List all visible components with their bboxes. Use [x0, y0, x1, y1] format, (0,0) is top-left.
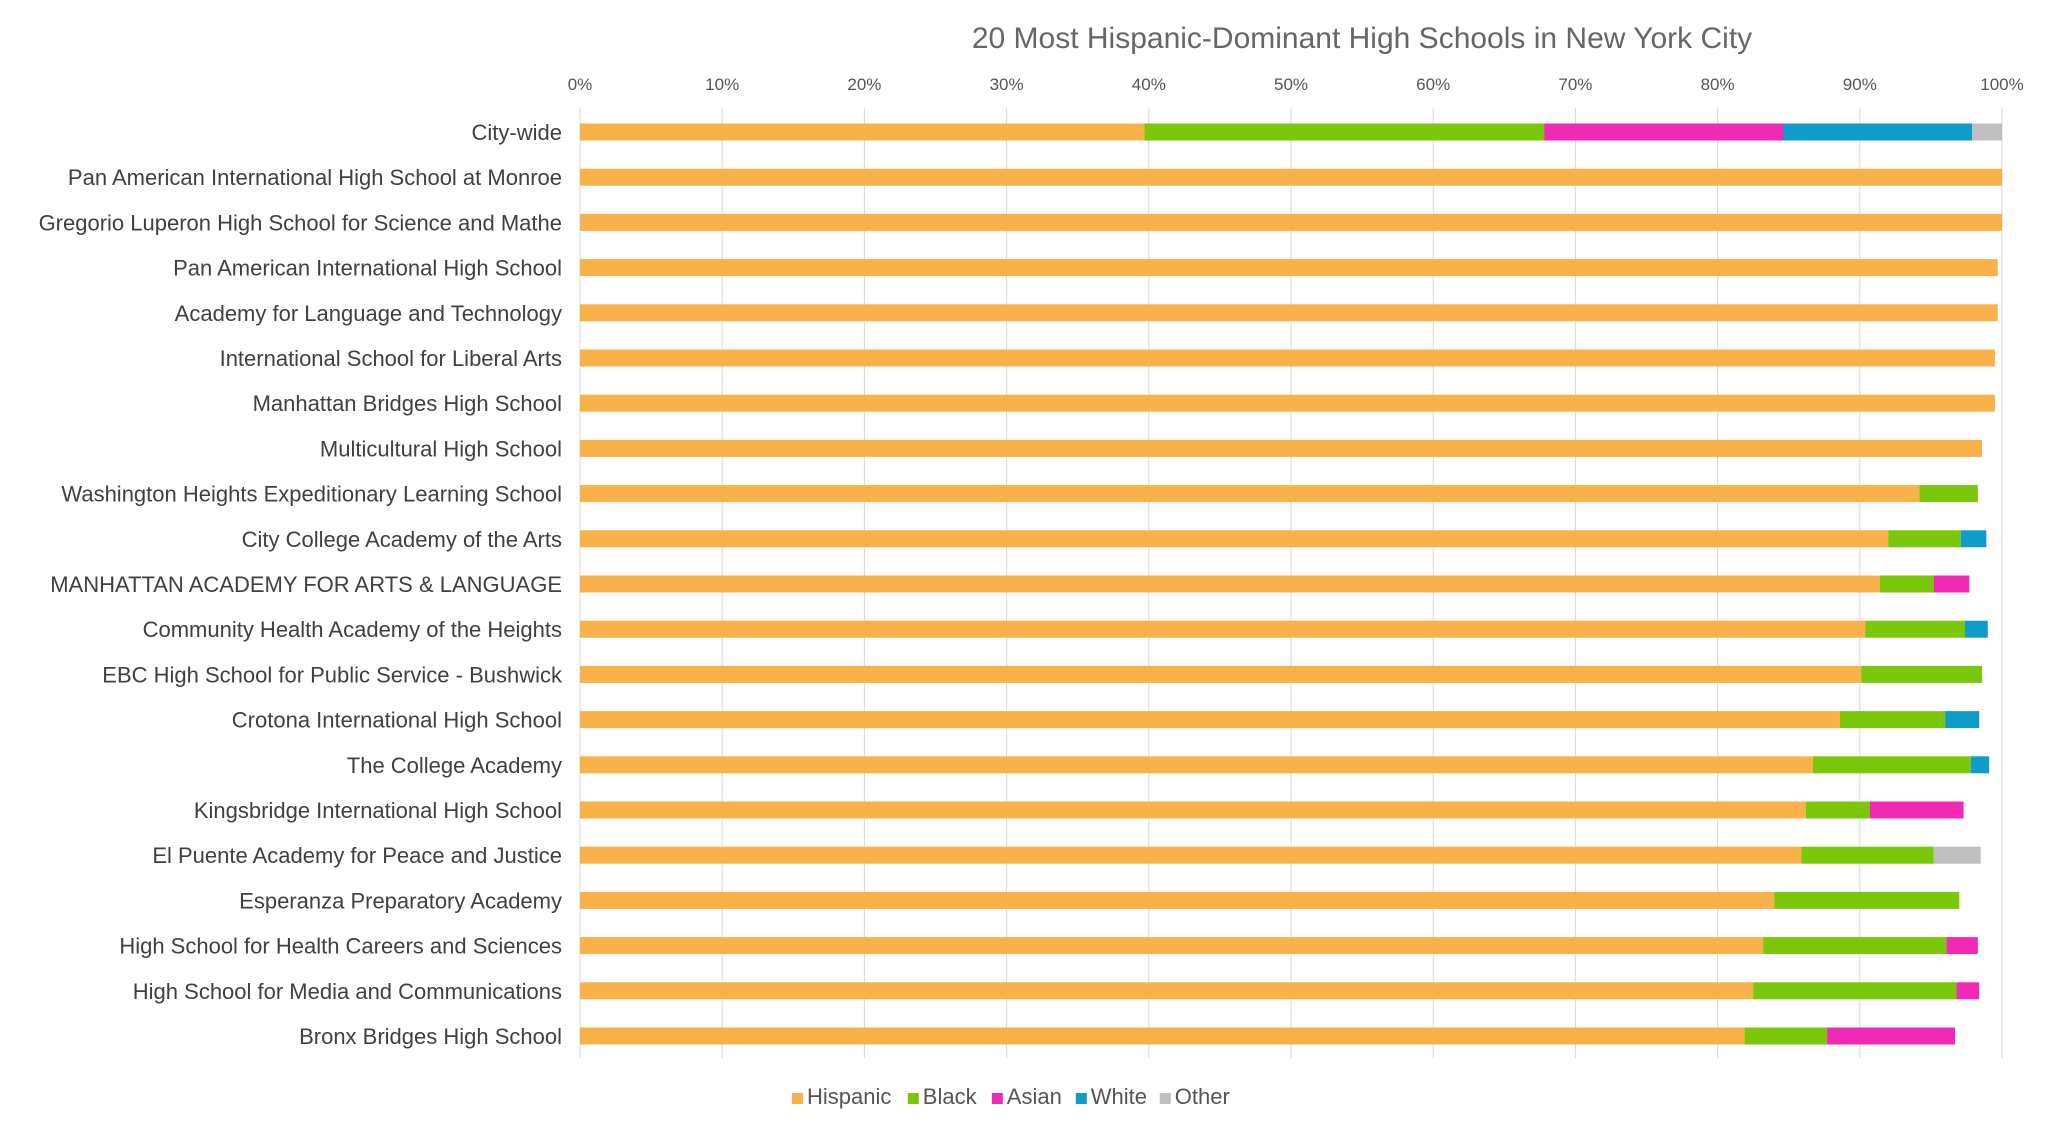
bar-segment-asian [1956, 982, 1980, 1000]
bar-segment-black [1812, 756, 1971, 774]
bar-segment-hispanic [580, 394, 1995, 412]
category-label: The College Academy [347, 753, 562, 778]
bar-segment-hispanic [580, 801, 1806, 819]
legend-swatch [1159, 1093, 1171, 1104]
legend-swatch [991, 1093, 1003, 1104]
category-label: Pan American International High School [173, 256, 562, 281]
legend-label: Hispanic [807, 1084, 891, 1109]
bar-segment-hispanic [580, 259, 1998, 277]
x-tick-label: 10% [705, 75, 739, 94]
bar-segment-black [1744, 1027, 1828, 1045]
bar-segment-black [1763, 937, 1947, 955]
bar-segment-hispanic [580, 620, 1866, 638]
bar-segment-other [1972, 123, 2002, 141]
bar-segment-white [1945, 711, 1980, 729]
bar-segment-hispanic [580, 756, 1813, 774]
bar-segment-asian [1946, 937, 1978, 955]
legend-label: Black [923, 1084, 978, 1109]
legend-swatch [792, 1093, 803, 1104]
legend-label: Asian [1007, 1084, 1062, 1109]
bar-segment-hispanic [580, 349, 1995, 367]
bar-segment-asian [1869, 801, 1964, 819]
category-label: Kingsbridge International High School [194, 798, 562, 823]
category-label: El Puente Academy for Peace and Justice [152, 843, 562, 868]
x-axis-tick-labels: 0% 10% 20% 30% 40% 50% 60% 70% 80% 90% 100% [568, 75, 2024, 94]
bar-segment-hispanic [580, 213, 2002, 231]
category-label: City College Academy of the Arts [242, 527, 562, 552]
bar-segment-black [1839, 711, 1946, 729]
category-label: MANHATTAN ACADEMY FOR ARTS & LANGUAGE [50, 572, 562, 597]
x-tick-label: 40% [1132, 75, 1166, 94]
x-tick-label: 30% [990, 75, 1024, 94]
x-tick-label: 20% [847, 75, 881, 94]
bars [580, 123, 2002, 1045]
bar-segment-black [1865, 620, 1966, 638]
bar-segment-hispanic [580, 665, 1862, 683]
bar-segment-black [1144, 123, 1545, 141]
bar-segment-hispanic [580, 439, 1983, 457]
category-label: Community Health Academy of the Heights [143, 617, 562, 642]
category-label: Gregorio Luperon High School for Science… [39, 210, 562, 235]
legend-swatch [1075, 1093, 1087, 1104]
bar-segment-black [1805, 801, 1870, 819]
category-label: Washington Heights Expeditionary Learnin… [61, 482, 562, 507]
bar-segment-black [1753, 982, 1957, 1000]
legend-label: Other [1175, 1084, 1230, 1109]
bar-segment-black [1888, 530, 1961, 548]
category-label: Crotona International High School [232, 708, 562, 733]
bar-segment-asian [1933, 575, 1970, 593]
bar-segment-black [1879, 575, 1934, 593]
bar-segment-black [1861, 665, 1983, 683]
bar-segment-black [1774, 891, 1960, 909]
category-label: Multicultural High School [320, 436, 562, 461]
category-label: High School for Health Careers and Scien… [119, 934, 562, 959]
category-label: Manhattan Bridges High School [253, 391, 562, 416]
bar-segment-black [1801, 846, 1934, 864]
bar-segment-hispanic [580, 123, 1145, 141]
bar-segment-hispanic [580, 168, 2002, 186]
x-tick-label: 100% [1980, 75, 2023, 94]
category-label: International School for Liberal Arts [220, 346, 562, 371]
legend-swatch [907, 1093, 919, 1104]
category-label: City-wide [472, 120, 562, 145]
bar-segment-hispanic [580, 982, 1754, 1000]
x-tick-label: 80% [1701, 75, 1735, 94]
category-labels: City-wide Pan American International High… [39, 120, 563, 1049]
bar-segment-asian [1544, 123, 1784, 141]
chart-title: 20 Most Hispanic-Dominant High Schools i… [972, 22, 1752, 55]
x-tick-label: 60% [1416, 75, 1450, 94]
bar-segment-white [1965, 620, 1988, 638]
category-label: Bronx Bridges High School [299, 1024, 562, 1049]
bar-segment-hispanic [580, 711, 1840, 729]
legend: Hispanic Black Asian White Other [792, 1084, 1230, 1109]
bar-segment-asian [1827, 1027, 1956, 1045]
bar-segment-white [1970, 756, 1990, 774]
x-tick-label: 50% [1274, 75, 1308, 94]
bar-segment-hispanic [580, 304, 1998, 322]
category-label: Pan American International High School a… [68, 165, 562, 190]
bar-segment-other [1933, 846, 1981, 864]
bar-segment-hispanic [580, 937, 1764, 955]
bar-segment-hispanic [580, 846, 1802, 864]
bar-segment-white [1960, 530, 1987, 548]
category-label: EBC High School for Public Service - Bus… [102, 662, 563, 687]
bar-segment-black [1919, 485, 1978, 503]
bar-segment-hispanic [580, 1027, 1745, 1045]
category-label: High School for Media and Communications [133, 979, 562, 1004]
x-tick-label: 0% [568, 75, 593, 94]
bar-segment-hispanic [580, 891, 1775, 909]
category-label: Academy for Language and Technology [175, 301, 562, 326]
bar-segment-white [1783, 123, 1973, 141]
legend-label: White [1091, 1084, 1147, 1109]
bar-segment-hispanic [580, 485, 1920, 503]
x-tick-label: 90% [1843, 75, 1877, 94]
bar-segment-hispanic [580, 530, 1889, 548]
x-tick-label: 70% [1558, 75, 1592, 94]
category-label: Esperanza Preparatory Academy [239, 888, 562, 913]
bar-segment-hispanic [580, 575, 1880, 593]
